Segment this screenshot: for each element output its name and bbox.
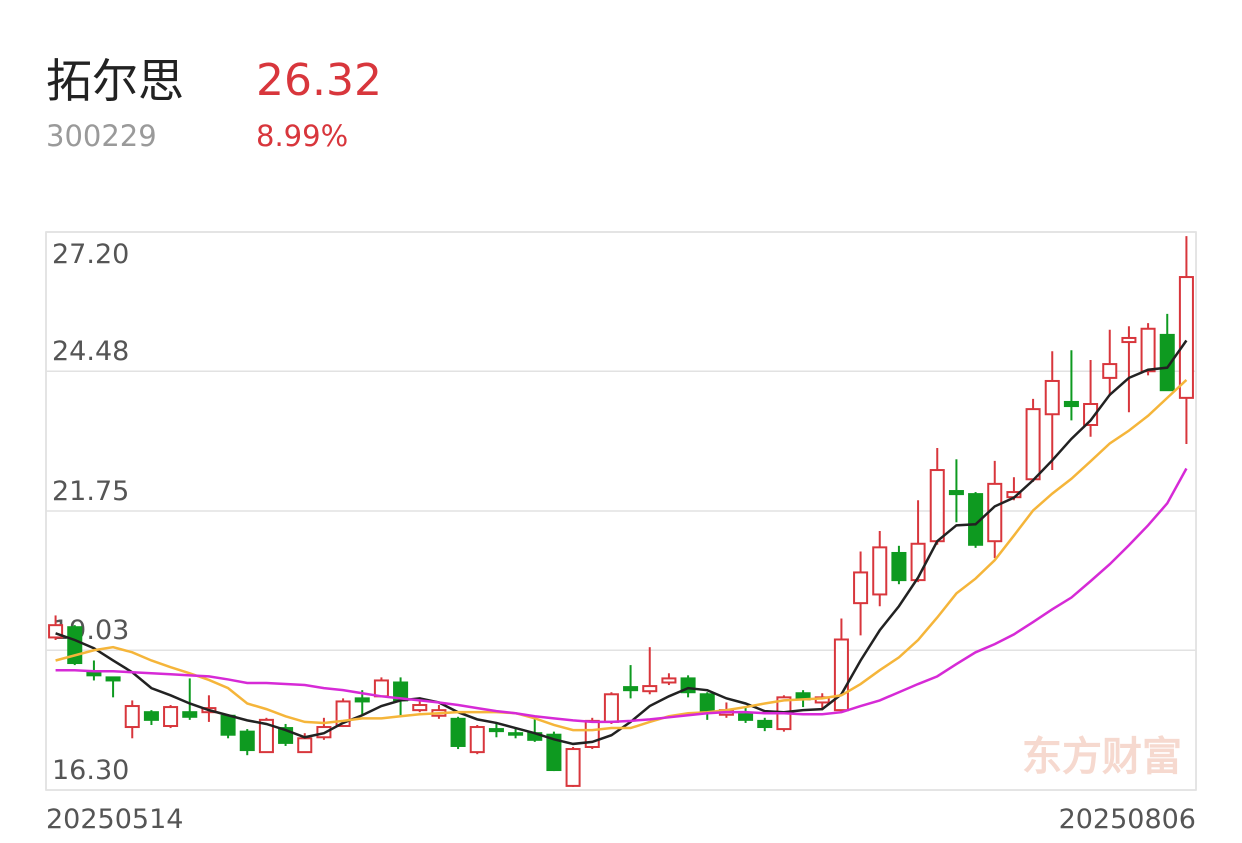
stock-price: 26.32: [256, 55, 382, 106]
stock-code: 300229: [46, 119, 157, 153]
candle-body: [1121, 336, 1137, 344]
candle-body: [258, 718, 274, 754]
candle-body: [239, 730, 255, 752]
candle-body: [929, 469, 945, 543]
candle-body: [699, 693, 715, 713]
candle-body: [833, 638, 849, 712]
price-change: 8.99%: [256, 119, 348, 153]
candle-body: [143, 711, 159, 721]
candle-body: [891, 551, 907, 582]
moving-average-line: [55, 467, 1188, 724]
candle-body: [469, 726, 485, 754]
candle-body: [1083, 403, 1099, 426]
candle-body: [738, 713, 754, 721]
candle-body: [163, 706, 179, 728]
candle-body: [508, 732, 524, 736]
candle-body: [1044, 379, 1060, 416]
candle-body: [623, 686, 639, 692]
candle-body: [948, 490, 964, 496]
candle-body: [987, 482, 1003, 543]
candle-body: [354, 697, 370, 703]
moving-average-line: [55, 379, 1188, 732]
y-tick-label: 27.20: [52, 239, 129, 270]
candle-body: [105, 676, 121, 682]
candle-body: [1063, 400, 1079, 408]
candle-body: [1178, 276, 1194, 399]
candle-body: [297, 737, 313, 754]
candle-body: [642, 685, 658, 693]
candle-body: [124, 705, 140, 729]
stock-name: 拓尔思: [46, 54, 184, 108]
y-tick-label: 19.03: [52, 615, 129, 646]
candle-body: [603, 693, 619, 723]
candle-body: [86, 671, 102, 677]
candle-body: [1025, 408, 1041, 481]
moving-average-line: [55, 339, 1188, 746]
candle-body: [910, 542, 926, 582]
y-tick-label: 24.48: [52, 336, 129, 367]
y-tick-label: 21.75: [52, 476, 129, 507]
candle-body: [1140, 327, 1156, 373]
candle-body: [1102, 363, 1118, 379]
candle-body: [373, 679, 389, 698]
candle-body: [412, 704, 428, 712]
candle-body: [1159, 333, 1175, 392]
candle-body: [853, 571, 869, 605]
candle-body: [488, 728, 504, 733]
candle-body: [565, 748, 581, 787]
candle-body: [757, 719, 773, 729]
candle-body: [661, 677, 677, 684]
candle-body: [182, 711, 198, 718]
x-tick-label: 20250514: [46, 804, 183, 835]
y-tick-label: 16.30: [52, 755, 129, 786]
watermark: 东方财富: [1022, 734, 1182, 780]
candle-body: [220, 714, 236, 736]
candle-body: [546, 733, 562, 772]
candle-body: [450, 717, 466, 747]
candle-body: [872, 546, 888, 596]
x-tick-label: 20250806: [1059, 804, 1196, 835]
